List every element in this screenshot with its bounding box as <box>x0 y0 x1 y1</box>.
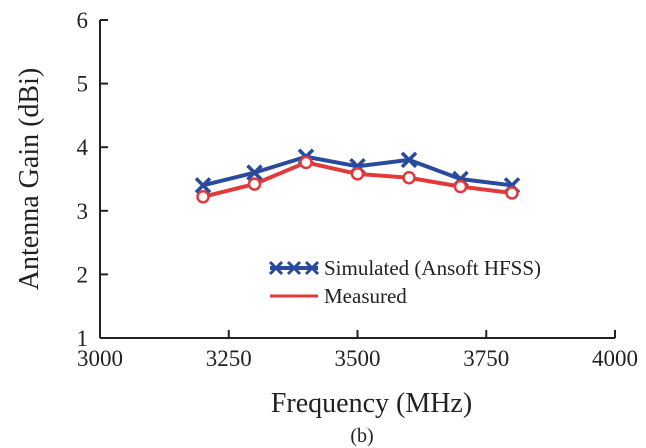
x-tick-label: 4000 <box>592 346 638 371</box>
x-axis-ticks: 3000 3250 3500 3750 4000 <box>77 330 638 371</box>
data-point-simulated <box>194 177 212 194</box>
figure-caption: (b) <box>350 425 373 447</box>
x-tick-label: 3500 <box>335 346 381 371</box>
legend-x-marker <box>304 260 320 276</box>
y-tick-label: 1 <box>77 326 89 351</box>
legend-x-marker <box>286 260 302 276</box>
y-axis-ticks: 1 2 3 4 5 6 <box>77 8 108 351</box>
data-point-measured <box>247 177 262 191</box>
y-axis-title: Antenna Gain (dBi) <box>14 68 45 290</box>
data-point-measured <box>505 186 519 200</box>
data-point-measured <box>453 179 468 194</box>
x-tick-label: 3750 <box>463 346 509 371</box>
data-point-measured <box>196 190 210 204</box>
data-point-simulated <box>246 164 263 181</box>
plot-series <box>194 148 521 204</box>
data-point-measured <box>299 155 313 170</box>
data-point-simulated <box>400 151 418 169</box>
x-axis-title: Frequency (MHz) <box>271 388 472 419</box>
y-tick-label: 5 <box>77 72 89 97</box>
data-point-x-stroke <box>400 151 418 169</box>
x-tick-label: 3250 <box>206 346 252 371</box>
data-point-x-stroke <box>194 177 212 194</box>
chart-legend: Simulated (Ansoft HFSS) Measured <box>268 256 541 308</box>
y-tick-label: 3 <box>77 199 89 224</box>
legend-label-measured: Measured <box>324 284 407 308</box>
data-point-x-stroke <box>246 164 263 181</box>
data-point-measured <box>350 167 365 181</box>
legend-label-simulated: Simulated (Ansoft HFSS) <box>324 256 541 280</box>
y-tick-label: 4 <box>77 135 89 160</box>
y-tick-label: 6 <box>77 8 89 33</box>
y-tick-label: 2 <box>77 262 89 287</box>
data-point-measured <box>402 170 416 185</box>
x-tick-label: 3000 <box>77 346 123 371</box>
legend-x-marker <box>268 260 284 276</box>
legend-markers-simulated <box>268 260 320 276</box>
